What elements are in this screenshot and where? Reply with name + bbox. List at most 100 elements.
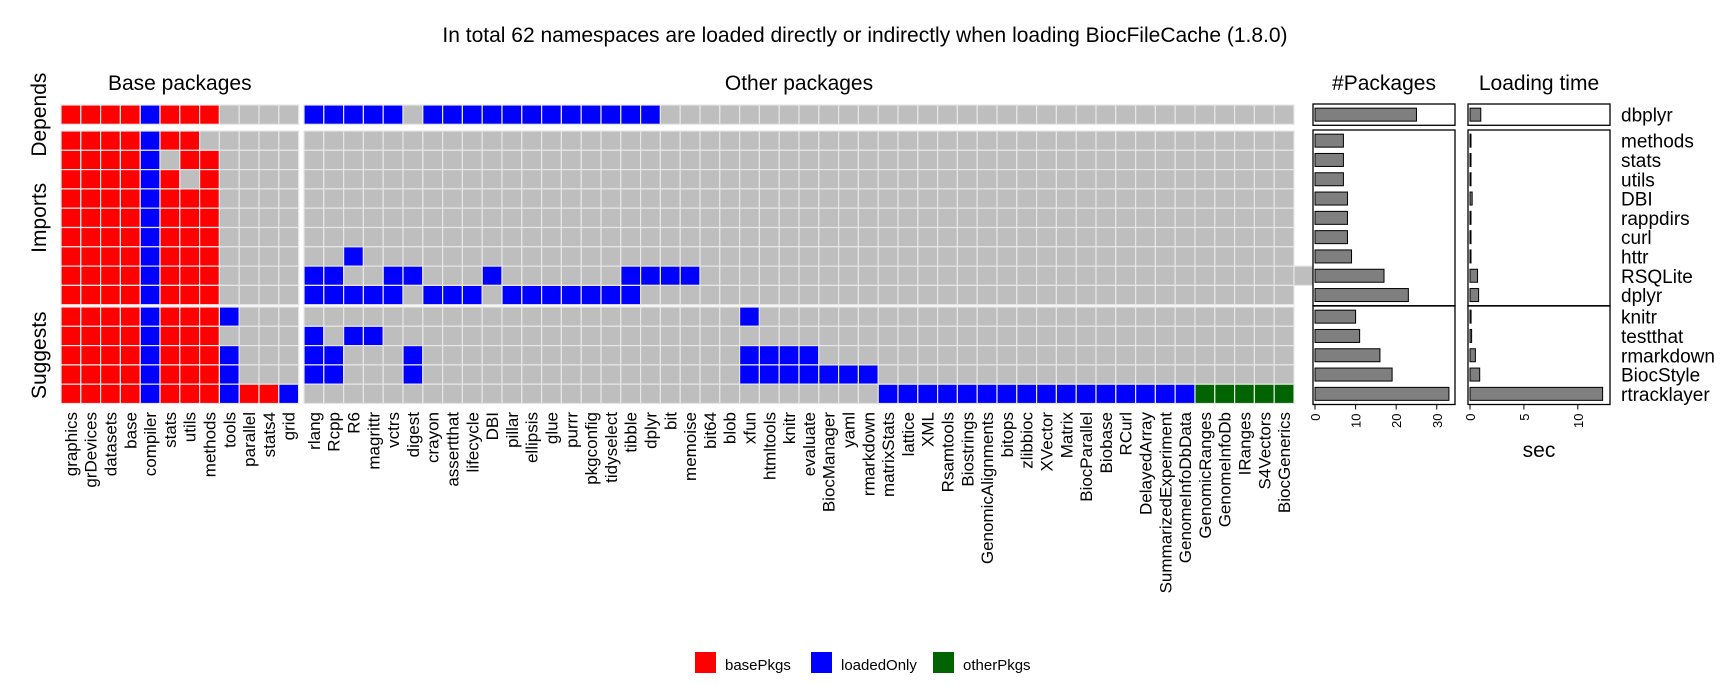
cell-rsqlite-zlibbioc (1016, 265, 1038, 287)
cell-dplyr-tidyselect (600, 284, 622, 306)
cell-rsqlite-bit (659, 265, 681, 287)
cell-dbplyr-biobase (1095, 104, 1117, 125)
cell-methods-yaml (837, 130, 859, 151)
cell-methods-biostrings (956, 130, 978, 151)
cell-dplyr-s4vectors (1253, 284, 1275, 306)
cell-rsqlite-rmarkdown (857, 265, 879, 287)
cell-biocstyle-tibble (620, 364, 642, 385)
cell-stats-s4vectors (1253, 149, 1275, 171)
cell-methods-genomicalignments (976, 130, 998, 151)
cell-dplyr-iranges (1233, 284, 1255, 306)
column-label-graphics: graphics (62, 412, 81, 476)
cell-knitr-rsamtools (936, 306, 958, 327)
cell-httr-datasets (99, 246, 121, 267)
cell-httr-iranges (1233, 246, 1255, 267)
cell-dbi-bit64 (699, 188, 721, 209)
column-label-ellipsis: ellipsis (523, 412, 542, 463)
cell-httr-genomeinfodb (1214, 246, 1236, 267)
cell-rtracklayer-lifecycle (461, 383, 483, 405)
cell-methods-rcpp (323, 130, 345, 151)
cell-rtracklayer-tools (218, 383, 240, 405)
cell-knitr-pillar (501, 306, 523, 327)
cell-biocstyle-ellipsis (521, 364, 543, 385)
bar-loading-time-biocstyle (1469, 367, 1481, 382)
cell-dbi-zlibbioc (1016, 188, 1038, 209)
cell-knitr-utils (179, 306, 201, 327)
cell-biocstyle-parallel (238, 364, 260, 385)
cell-testthat-purrr (560, 325, 582, 347)
cell-dbplyr-evaluate (798, 104, 820, 125)
cell-dbi-datasets (99, 188, 121, 209)
cell-knitr-compiler (139, 306, 161, 327)
cell-stats-rmarkdown (857, 149, 879, 171)
cell-knitr-biobase (1095, 306, 1117, 327)
cell-testthat-pkgconfig (580, 325, 602, 347)
cell-utils-genomeinfodb (1214, 169, 1236, 190)
column-label-dplyr: dplyr (642, 412, 661, 449)
cell-biocstyle-stats (159, 364, 181, 385)
cell-rappdirs-compiler (139, 207, 161, 229)
cell-curl-dplyr (639, 226, 661, 248)
cell-httr-biocgenerics (1273, 246, 1295, 267)
cell-rappdirs-summarizedexperiment (1154, 207, 1176, 229)
cell-utils-memoise (679, 169, 701, 190)
cell-biocstyle-rcpp (323, 364, 345, 385)
cell-biocstyle-assertthat (442, 364, 464, 385)
cell-httr-lattice (897, 246, 919, 267)
column-label-stats4: stats4 (260, 412, 279, 457)
cell-rappdirs-biobase (1095, 207, 1117, 229)
cell-testthat-genomicalignments (976, 325, 998, 347)
cell-rmarkdown-grdevices (80, 345, 102, 366)
cell-rsqlite-genomicranges (1194, 265, 1216, 287)
cell-biocstyle-yaml (837, 364, 859, 385)
cell-rsqlite-iranges (1233, 265, 1255, 287)
cell-utils-delayedarray (1134, 169, 1156, 190)
bar-loading-time-rmarkdown (1469, 348, 1476, 363)
cell-testthat-dplyr (639, 325, 661, 347)
cell-rtracklayer-rcpp (323, 383, 345, 405)
cell-methods-vctrs (382, 130, 404, 151)
cell-dplyr-rcurl (1115, 284, 1137, 306)
cell-knitr-tibble (620, 306, 642, 327)
cell-dplyr-bit64 (699, 284, 721, 306)
cell-dbi-s4vectors (1253, 188, 1275, 209)
cell-stats-bit64 (699, 149, 721, 171)
cell-knitr-magrittr (362, 306, 384, 327)
cell-rappdirs-vctrs (382, 207, 404, 229)
cell-methods-blob (719, 130, 741, 151)
cell-curl-crayon (422, 226, 444, 248)
cell-rtracklayer-grdevices (80, 383, 102, 405)
cell-dplyr-matrix (1055, 284, 1077, 306)
cell-dbplyr-memoise (679, 104, 701, 125)
cell-utils-rcurl (1115, 169, 1137, 190)
cell-httr-grdevices (80, 246, 102, 267)
cell-dbi-compiler (139, 188, 161, 209)
cell-methods-assertthat (442, 130, 464, 151)
cell-utils-htmltools (758, 169, 780, 190)
column-label-tibble: tibble (622, 412, 641, 453)
cell-stats-r6 (343, 149, 365, 171)
cell-biocstyle-rcurl (1115, 364, 1137, 385)
cell-dbplyr-base (119, 104, 141, 125)
cell-dbplyr-rsamtools (936, 104, 958, 125)
cell-utils-purrr (560, 169, 582, 190)
cell-rtracklayer-dplyr (639, 383, 661, 405)
cell-methods-graphics (60, 130, 82, 151)
cell-dplyr-base (119, 284, 141, 306)
cell-curl-rmarkdown (857, 226, 879, 248)
cell-rappdirs-biostrings (956, 207, 978, 229)
cell-dbplyr-parallel (238, 104, 260, 125)
column-label-compiler: compiler (141, 412, 160, 477)
cell-dbplyr-xml (917, 104, 939, 125)
cell-dbplyr-rlang (303, 104, 325, 125)
cell-rtracklayer-r6 (343, 383, 365, 405)
cell-dplyr-xvector (1035, 284, 1057, 306)
row-label-dbplyr: dbplyr (1621, 106, 1673, 127)
column-label-rcurl: RCurl (1117, 412, 1136, 455)
cell-dbplyr-crayon (422, 104, 444, 125)
cell-utils-methods (199, 169, 221, 190)
column-label-genomicranges: GenomicRanges (1196, 412, 1215, 539)
bar-packages-dplyr (1314, 288, 1409, 303)
cell-testthat-bit64 (699, 325, 721, 347)
cell-dbi-memoise (679, 188, 701, 209)
